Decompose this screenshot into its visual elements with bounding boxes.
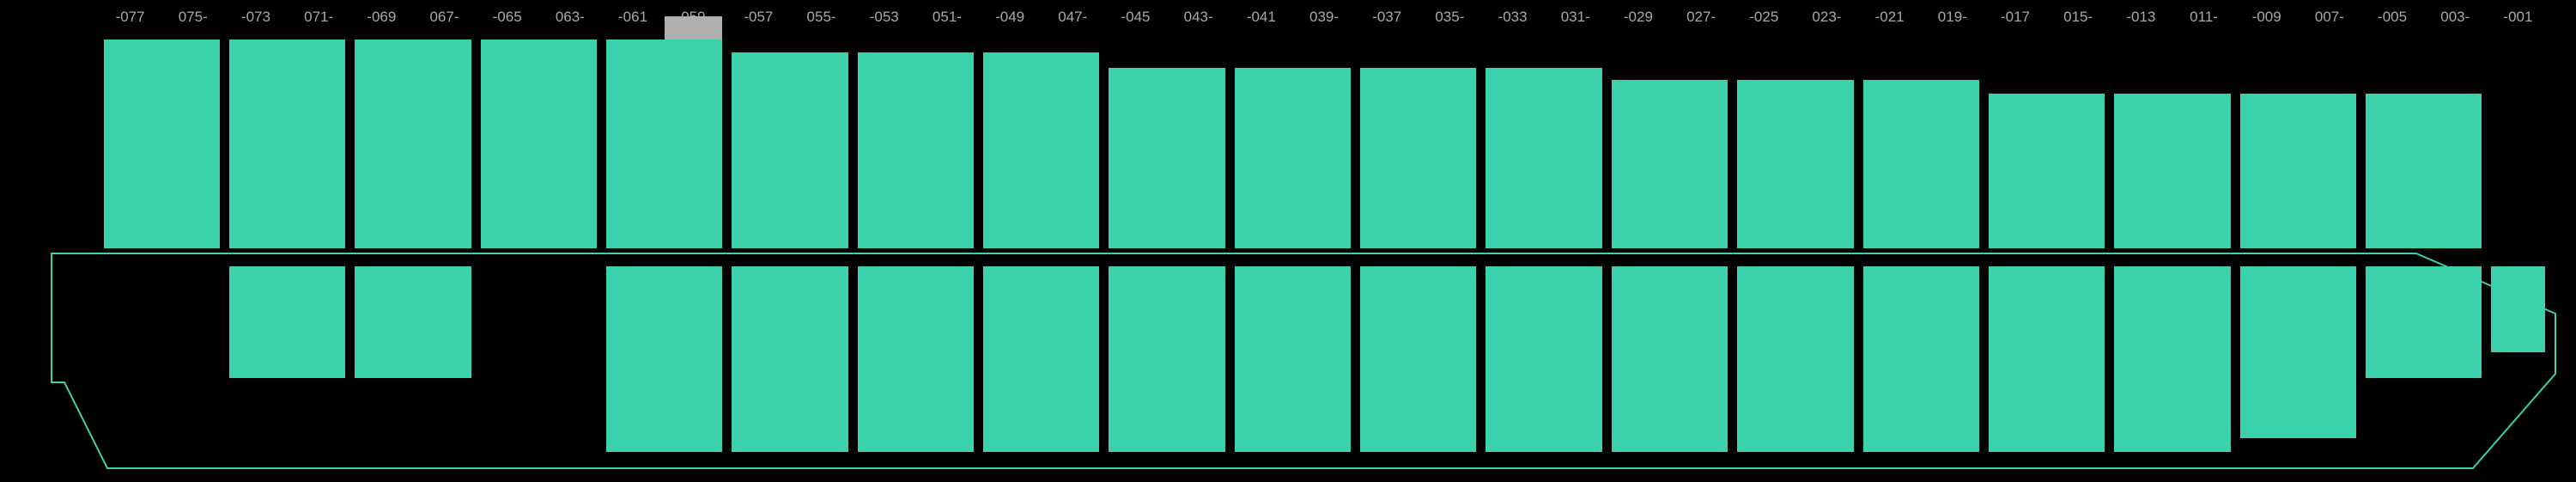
bottom-container: [983, 266, 1099, 452]
top-container: [104, 40, 220, 248]
top-container: [1612, 80, 1728, 248]
bay-label: 011-: [2183, 9, 2226, 26]
bay-label: -013: [2119, 9, 2162, 26]
top-container: [355, 40, 471, 248]
bay-label: 063-: [549, 9, 592, 26]
bay-label: -005: [2371, 9, 2414, 26]
bay-label: 043-: [1177, 9, 1220, 26]
bay-label: 039-: [1303, 9, 1346, 26]
bottom-container-single: [2491, 266, 2544, 352]
bottom-container: [355, 266, 471, 378]
bay-label: 071-: [297, 9, 340, 26]
bay-label: -065: [486, 9, 529, 26]
bay-label: 019-: [1931, 9, 1974, 26]
bay-label: -061: [611, 9, 654, 26]
top-container: [606, 40, 722, 248]
bay-label: -017: [1994, 9, 2037, 26]
top-container: [1360, 68, 1476, 248]
bay-label: 047-: [1051, 9, 1094, 26]
bottom-container: [1612, 266, 1728, 452]
top-container: [481, 40, 597, 248]
bottom-container: [1989, 266, 2105, 452]
bottom-container: [2366, 266, 2482, 378]
bay-label: -073: [234, 9, 277, 26]
top-container: [983, 52, 1099, 248]
bay-label: -025: [1742, 9, 1785, 26]
bay-label: 007-: [2308, 9, 2351, 26]
bay-label: -037: [1365, 9, 1408, 26]
bay-label: -045: [1114, 9, 1157, 26]
top-container: [1989, 94, 2105, 248]
ship-bay-diagram: -077075--073071--069067--065063--061059-…: [0, 0, 2576, 482]
bottom-container: [2114, 266, 2230, 452]
bottom-container: [858, 266, 974, 452]
bay-label: -033: [1492, 9, 1534, 26]
top-container: [858, 52, 974, 248]
bay-label: 003-: [2433, 9, 2476, 26]
bay-label: 055-: [800, 9, 843, 26]
bay-label: 023-: [1805, 9, 1848, 26]
bay-label: 051-: [926, 9, 969, 26]
bay-label: 075-: [172, 9, 215, 26]
top-container-partial: [665, 16, 723, 40]
bay-label: 027-: [1680, 9, 1722, 26]
top-container: [1737, 80, 1853, 248]
top-container: [732, 52, 848, 248]
bay-label: -021: [1868, 9, 1911, 26]
bay-label: 035-: [1428, 9, 1471, 26]
bottom-container: [732, 266, 848, 452]
top-container: [229, 40, 345, 248]
bottom-container: [1485, 266, 1601, 452]
bay-label: -049: [988, 9, 1031, 26]
bottom-container: [1737, 266, 1853, 452]
bottom-container: [1863, 266, 1979, 452]
bay-label: -057: [737, 9, 780, 26]
bay-label: -001: [2496, 9, 2539, 26]
bay-label: -053: [863, 9, 906, 26]
bottom-container: [1235, 266, 1351, 452]
top-container: [2114, 94, 2230, 248]
top-container: [1485, 68, 1601, 248]
bay-label: 015-: [2057, 9, 2099, 26]
bottom-container: [1360, 266, 1476, 452]
bay-label: -069: [360, 9, 403, 26]
bottom-container: [606, 266, 722, 452]
top-container: [2366, 94, 2482, 248]
top-container: [1235, 68, 1351, 248]
top-container: [1863, 80, 1979, 248]
bottom-container: [229, 266, 345, 378]
bay-label: -041: [1240, 9, 1283, 26]
bottom-container: [2240, 266, 2356, 438]
top-container: [2240, 94, 2356, 248]
bay-label: -009: [2245, 9, 2288, 26]
top-container: [1109, 68, 1224, 248]
bay-label: 031-: [1554, 9, 1597, 26]
bottom-container: [1109, 266, 1224, 452]
bay-label: -077: [109, 9, 152, 26]
bay-label: -029: [1617, 9, 1660, 26]
bay-label: 067-: [422, 9, 465, 26]
